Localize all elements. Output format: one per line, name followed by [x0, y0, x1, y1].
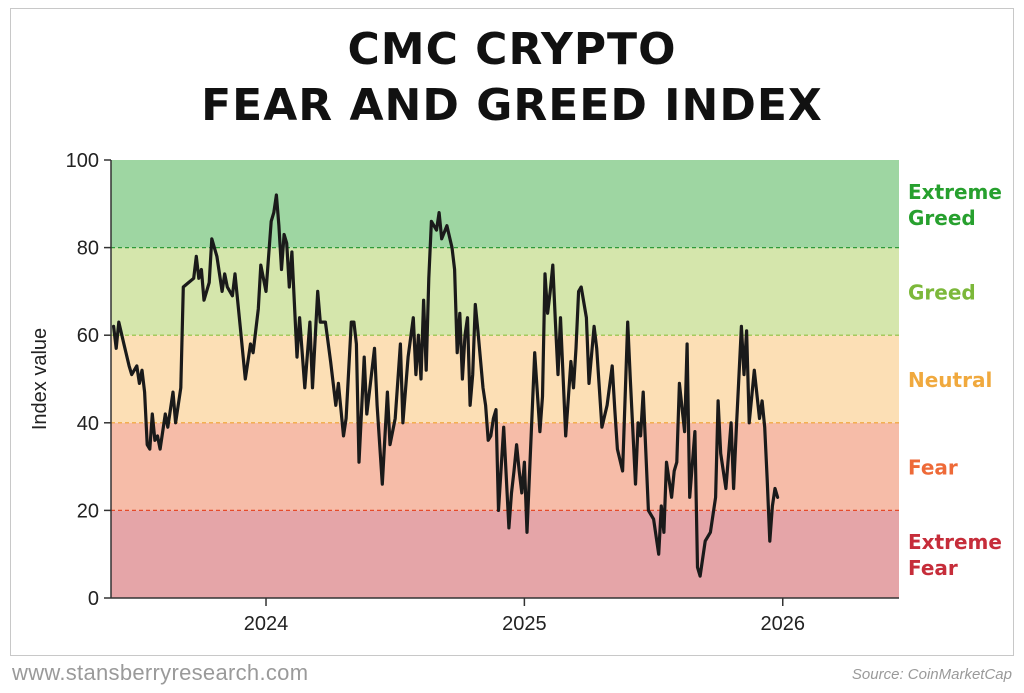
y-tick-label-100: 100: [66, 150, 99, 172]
website-footer: www.stansberryresearch.com: [12, 660, 309, 685]
zone-band-neutral: [111, 335, 899, 423]
y-tick-label-0: 0: [88, 588, 99, 610]
title-line-2: FEAR AND GREED INDEX: [201, 80, 823, 131]
y-tick-label-40: 40: [77, 413, 99, 435]
y-tick-label-20: 20: [77, 500, 99, 522]
title-line-1: CMC CRYPTO: [347, 24, 677, 75]
zone-label-greed: Greed: [908, 280, 976, 304]
source-footer: Source: CoinMarketCap: [851, 666, 1012, 683]
x-tick-label-2025: 2025: [502, 613, 547, 635]
x-tick-label-2024: 2024: [244, 613, 289, 635]
y-tick-label-80: 80: [77, 238, 99, 260]
zone-band-extreme-greed: [111, 160, 899, 248]
y-tick-label-60: 60: [77, 325, 99, 347]
series-line-1: [112, 193, 780, 578]
chart-title: CMC CRYPTO FEAR AND GREED INDEX: [0, 22, 1024, 134]
zone-band-extreme-fear: [111, 510, 899, 598]
zone-band-greed: [111, 247, 899, 336]
zone-label-extreme-greed: Extreme Greed: [908, 180, 1002, 230]
zone-label-neutral: Neutral: [908, 368, 992, 392]
y-axis-label: Index value: [29, 328, 51, 430]
zone-label-extreme-fear: Extreme Fear: [908, 530, 1002, 580]
zone-label-fear: Fear: [908, 456, 958, 480]
x-tick-label-2026: 2026: [760, 613, 805, 635]
